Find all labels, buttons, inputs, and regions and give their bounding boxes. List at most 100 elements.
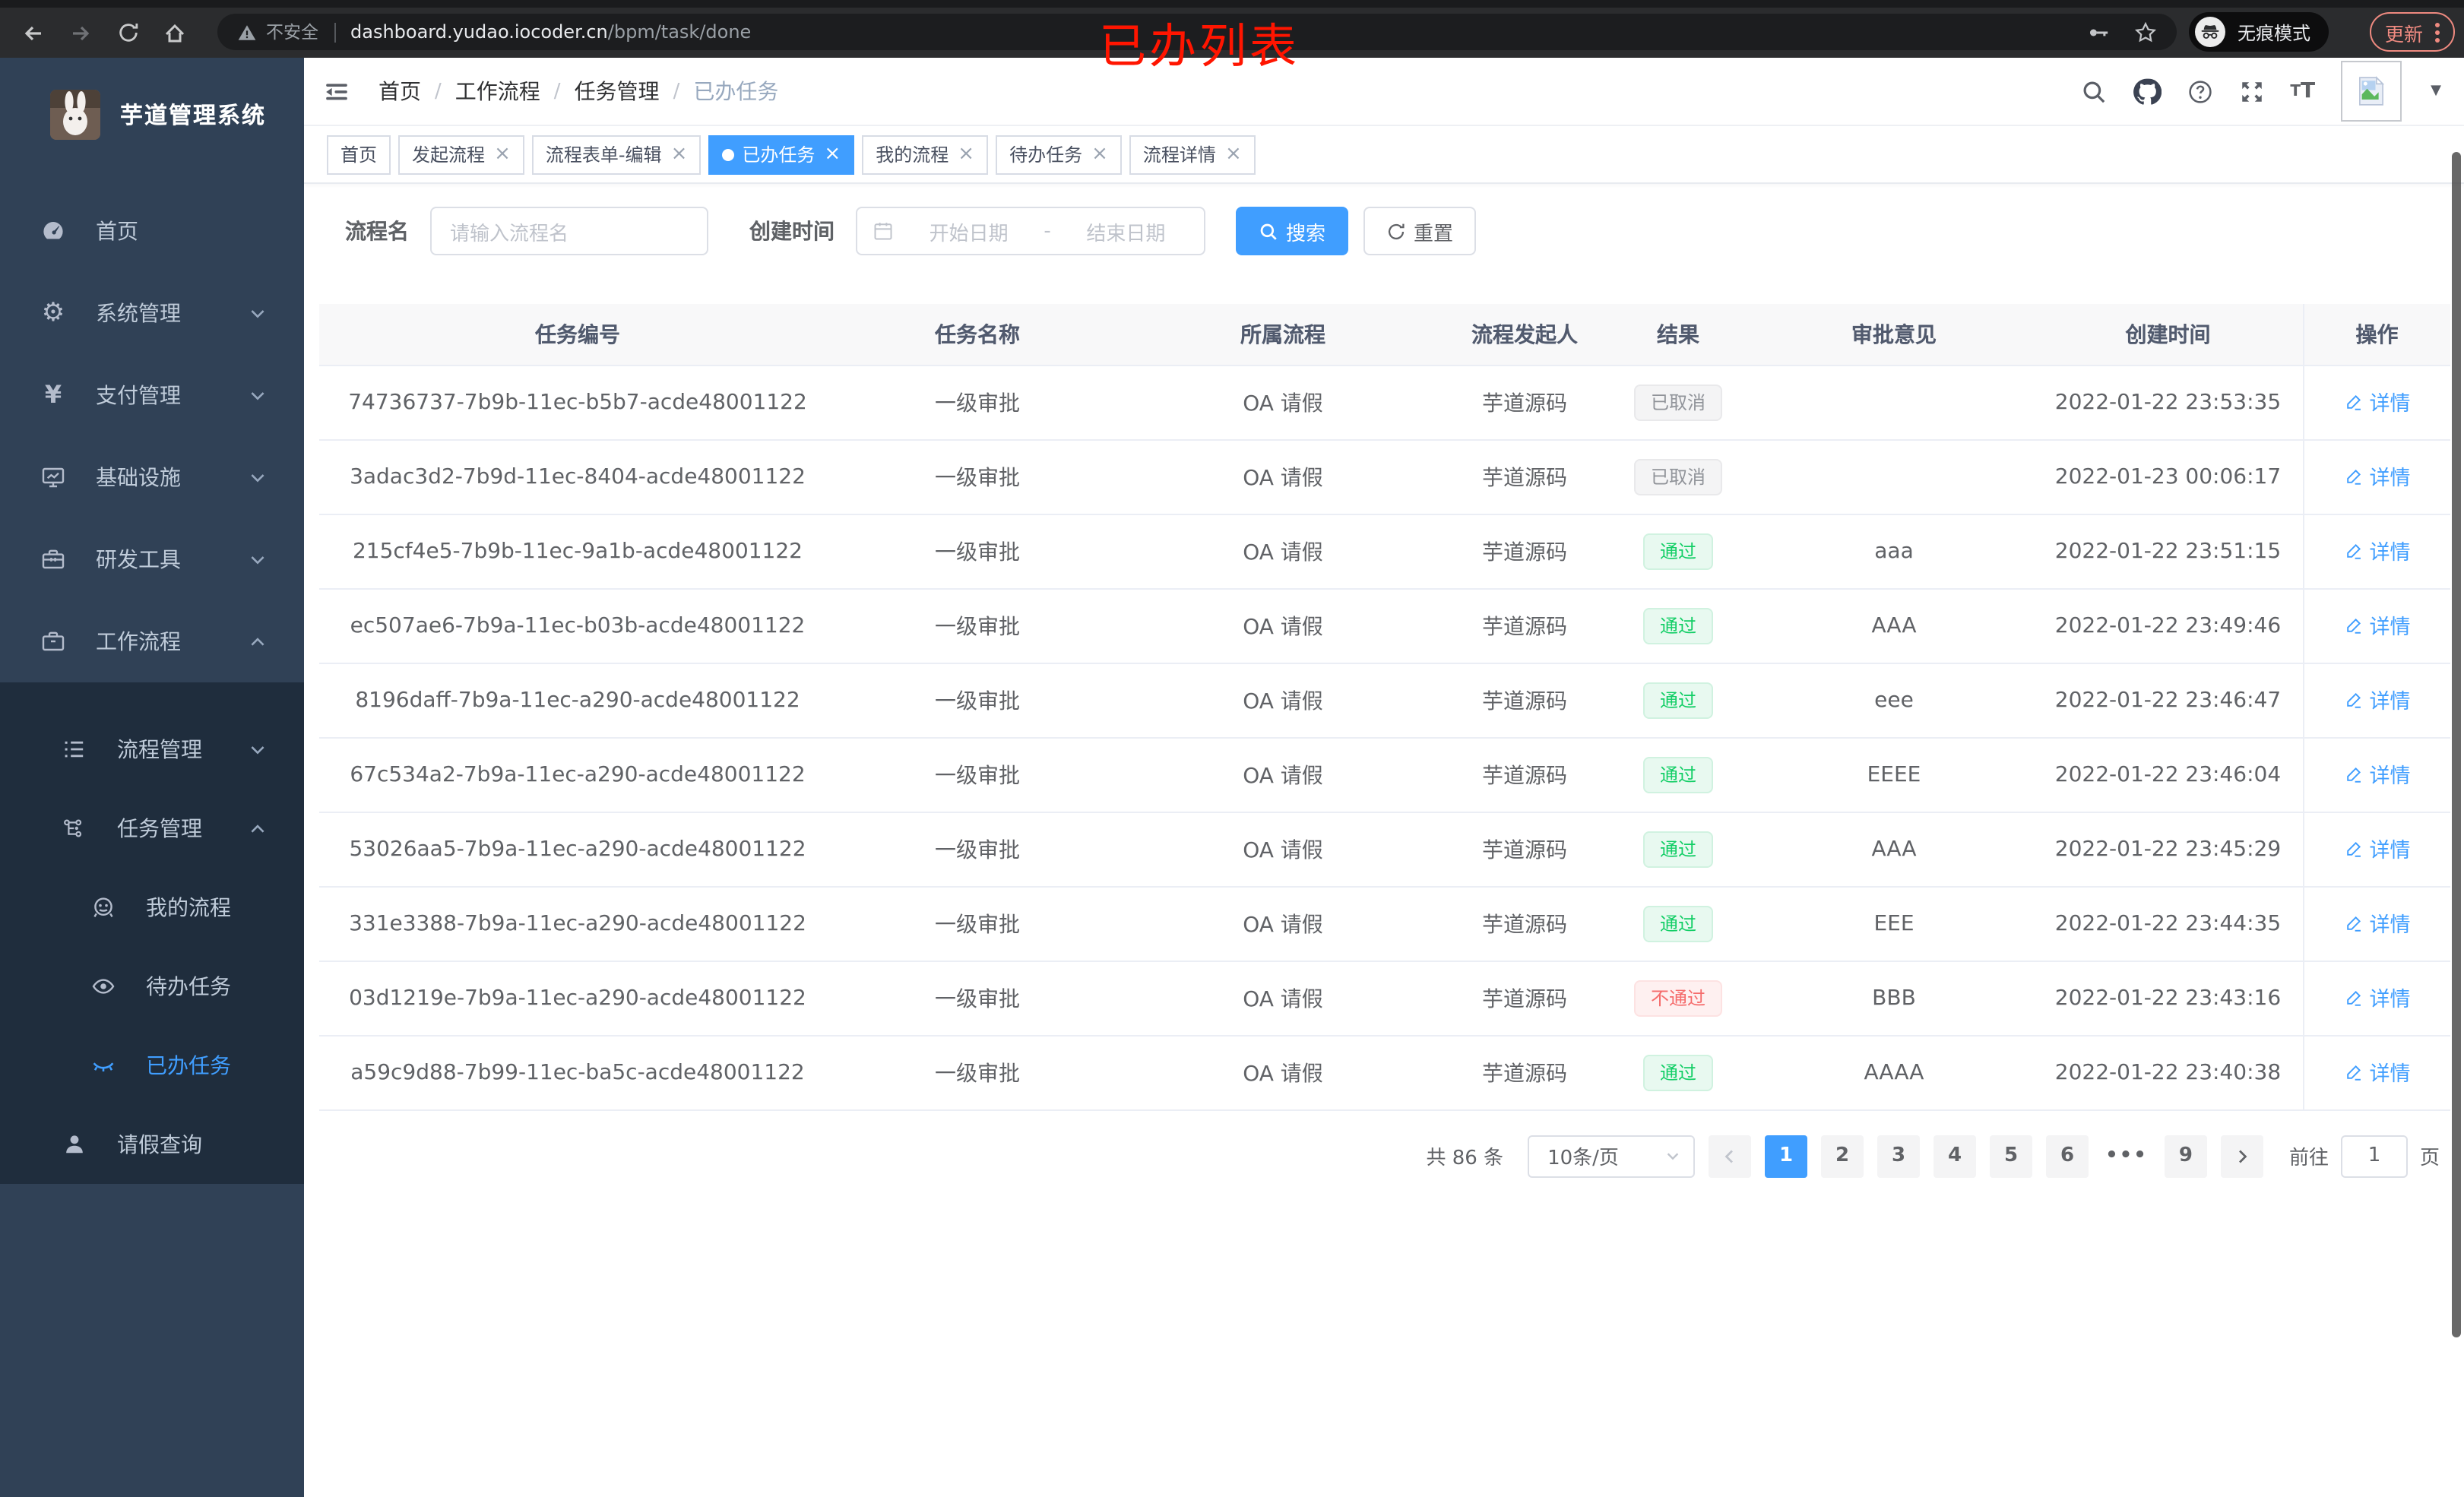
close-icon[interactable]: × [824,143,841,166]
detail-button[interactable]: 详情 [2344,759,2411,790]
sidebar-item-待办任务[interactable]: 待办任务 [0,947,304,1026]
column-header-操作: 操作 [2302,304,2450,366]
sidebar-item-流程管理[interactable]: 流程管理 [0,710,304,789]
column-header-任务名称: 任务名称 [836,304,1119,366]
end-date-placeholder[interactable]: 结束日期 [1086,223,1166,245]
tab-我的流程[interactable]: 我的流程 × [862,135,989,174]
search-button[interactable]: 搜索 [1236,207,1349,255]
gauge-icon [41,219,65,243]
address-bar[interactable]: 不安全 dashboard.yudao.iocoder.cn/bpm/task/… [217,14,2177,50]
detail-button[interactable]: 详情 [2344,685,2411,715]
sidebar-item-我的流程[interactable]: 我的流程 [0,868,304,947]
table-row: ec507ae6-7b9a-11ec-b03b-acde48001122 一级审批… [319,588,2450,663]
tab-label: 发起流程 [412,144,486,166]
tab-发起流程[interactable]: 发起流程 × [398,135,524,174]
chevron-down-icon [1664,1147,1681,1164]
page-button-1[interactable]: 1 [1765,1135,1808,1177]
page-button-6[interactable]: 6 [2046,1135,2089,1177]
sidebar-item-基础设施[interactable]: 基础设施 [0,436,304,518]
page-button-2[interactable]: 2 [1821,1135,1864,1177]
page-button-5[interactable]: 5 [1990,1135,2033,1177]
tab-流程详情[interactable]: 流程详情 × [1129,135,1256,174]
detail-button[interactable]: 详情 [2344,387,2411,417]
detail-button[interactable]: 详情 [2344,610,2411,641]
approval-opinion: AAA [1754,812,2034,887]
close-icon[interactable]: × [1224,143,1242,166]
tab-已办任务[interactable]: 已办任务 × [708,135,855,174]
sidebar-item-label: 首页 [96,220,138,245]
task-id: 53026aa5-7b9a-11ec-a290-acde48001122 [319,812,836,887]
sidebar-item-系统管理[interactable]: ⚙ 系统管理 [0,272,304,354]
home-icon[interactable] [157,14,193,51]
sidebar-item-请假查询[interactable]: 请假查询 [0,1105,304,1184]
sidebar-item-已办任务[interactable]: 已办任务 [0,1026,304,1105]
reset-button[interactable]: 重置 [1363,207,1477,255]
pen-icon [2344,541,2364,561]
created-time: 2022-01-22 23:40:38 [2034,1035,2303,1110]
detail-button[interactable]: 详情 [2344,461,2411,492]
breadcrumb-item-已办任务: 已办任务 [693,81,779,105]
close-icon[interactable]: × [1091,143,1108,166]
sidebar-item-label: 我的流程 [146,897,231,921]
detail-button[interactable]: 详情 [2344,1057,2411,1087]
approval-opinion [1754,439,2034,514]
next-page-button[interactable] [2220,1135,2263,1177]
page-button-3[interactable]: 3 [1877,1135,1921,1177]
column-header-创建时间: 创建时间 [2034,304,2303,366]
page-button-9[interactable]: 9 [2164,1135,2207,1177]
forward-icon[interactable] [62,14,99,51]
goto-page-input[interactable]: 1 [2340,1135,2408,1177]
approval-opinion: AAAA [1754,1035,2034,1110]
sidebar-item-任务管理[interactable]: 任务管理 [0,789,304,868]
created-time: 2022-01-22 23:49:46 [2034,588,2303,663]
update-button[interactable]: 更新 [2369,12,2455,52]
breadcrumb-item-工作流程[interactable]: 工作流程 [454,81,540,105]
sidebar-item-支付管理[interactable]: ¥ 支付管理 [0,354,304,436]
prev-page-button[interactable] [1709,1135,1752,1177]
github-icon[interactable] [2132,77,2162,106]
detail-button[interactable]: 详情 [2344,834,2411,864]
update-label[interactable]: 更新 [2384,22,2423,45]
security-label[interactable]: 不安全 [266,21,318,43]
key-icon[interactable] [2087,21,2110,43]
logo-image [50,90,100,140]
sidebar-item-研发工具[interactable]: 研发工具 [0,518,304,600]
table-row: 53026aa5-7b9a-11ec-a290-acde48001122 一级审批… [319,812,2450,887]
detail-button[interactable]: 详情 [2344,983,2411,1013]
bookmark-star-icon[interactable] [2134,21,2157,43]
avatar[interactable] [2341,61,2402,122]
total-count: 共 86 条 [1426,1147,1504,1170]
pagination: 共 86 条 10条/页 1 2 3 4 5 6 ••• 9 前往 1 页 [304,1110,2464,1177]
start-date-placeholder[interactable]: 开始日期 [929,223,1009,245]
tab-待办任务[interactable]: 待办任务 × [996,135,1122,174]
action-cell: 详情 [2302,812,2450,887]
flow-name: OA 请假 [1119,812,1447,887]
date-range-picker[interactable]: 开始日期 - 结束日期 [856,207,1205,255]
fullscreen-icon[interactable] [2238,78,2264,104]
page-button-4[interactable]: 4 [1934,1135,1977,1177]
avatar-caret-icon[interactable]: ▼ [2431,84,2441,99]
breadcrumb-item-任务管理[interactable]: 任务管理 [574,81,660,105]
sidebar-item-首页[interactable]: 首页 [0,190,304,272]
page-size-select[interactable]: 10条/页 [1528,1135,1696,1177]
reload-icon[interactable] [109,14,146,51]
collapse-menu-icon[interactable] [324,78,350,104]
more-pages-icon[interactable]: ••• [2105,1144,2148,1167]
close-icon[interactable]: × [670,143,688,166]
sidebar-item-工作流程[interactable]: 工作流程 [0,600,304,682]
detail-button[interactable]: 详情 [2344,908,2411,938]
search-icon[interactable] [2080,78,2106,104]
breadcrumb-item-首页[interactable]: 首页 [378,81,421,105]
help-icon[interactable] [2187,78,2212,104]
tab-label: 已办任务 [742,144,816,166]
browser-menu-icon[interactable] [2435,22,2440,42]
close-icon[interactable]: × [494,143,511,166]
detail-button[interactable]: 详情 [2344,536,2411,566]
tab-首页[interactable]: 首页 [327,135,391,174]
scrollbar-thumb[interactable] [2452,152,2461,1337]
process-name-input[interactable]: 请输入流程名 [430,207,708,255]
back-icon[interactable] [15,14,52,51]
close-icon[interactable]: × [958,143,975,166]
tab-流程表单-编辑[interactable]: 流程表单-编辑 × [531,135,702,174]
